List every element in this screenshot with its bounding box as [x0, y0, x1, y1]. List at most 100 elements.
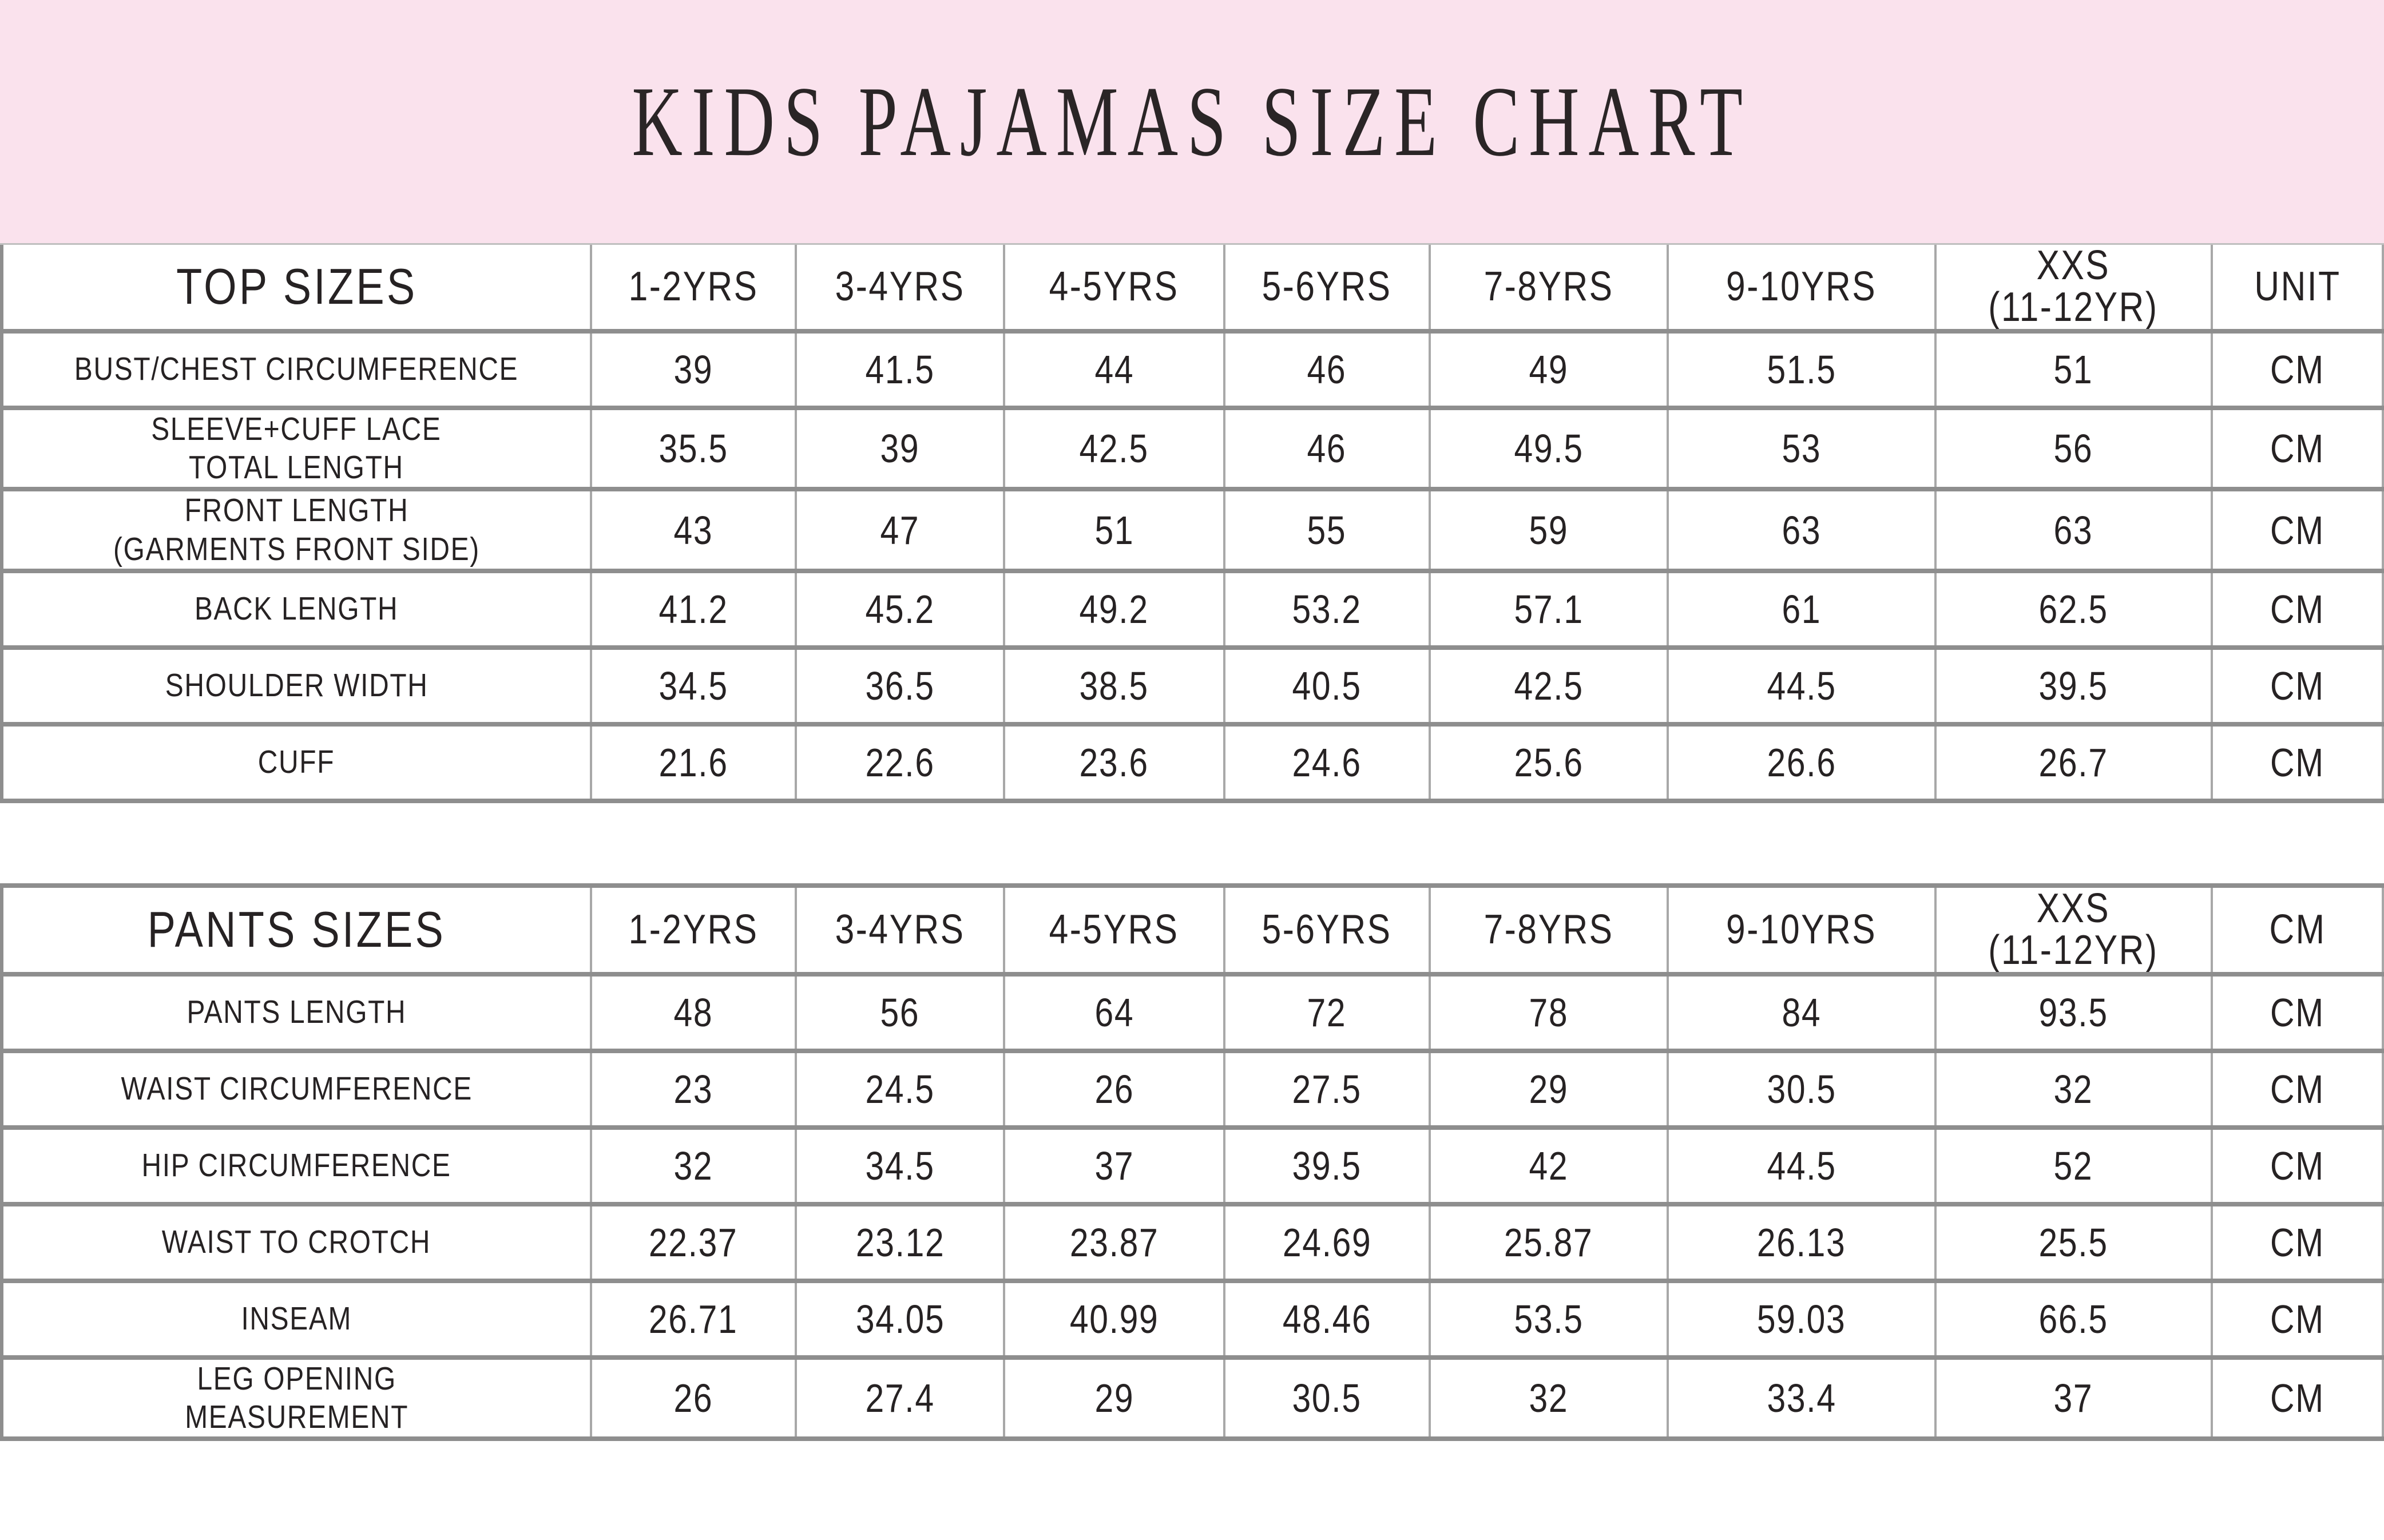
- cell-value-text: CM: [2270, 663, 2325, 708]
- row-label: WAIST CIRCUMFERENCE: [2, 1051, 591, 1128]
- cell-value-text: 62.5: [2038, 586, 2108, 632]
- column-header: 9-10YRS: [1667, 245, 1935, 331]
- column-header: UNIT: [2211, 245, 2383, 331]
- column-header: CM: [2211, 885, 2383, 974]
- cell-value-text: 32: [2053, 1066, 2093, 1112]
- cell-value-text: 56: [880, 990, 920, 1035]
- table-row: FRONT LENGTH (GARMENTS FRONT SIDE) 43 47 51…: [2, 489, 2383, 571]
- column-header: 1-2YRS: [589, 245, 796, 331]
- cell-value: 56: [795, 974, 1005, 1051]
- cell-value-text: 24.5: [865, 1066, 935, 1112]
- top-sizes-table: TOP SIZES 1-2YRS 3-4YRS 4-5YRS 5-6YRS 7-8YRS 9…: [0, 245, 2384, 803]
- cell-value: 39: [589, 331, 796, 408]
- cell-value: 59: [1428, 489, 1668, 571]
- table-row: BACK LENGTH 41.2 45.2 49.2 53.2 57.1 61 62.5 CM: [2, 570, 2383, 648]
- cell-value-text: 37: [2053, 1376, 2093, 1420]
- cell-value: 44.5: [1667, 647, 1935, 724]
- cell-value: 32: [1934, 1050, 2212, 1128]
- cell-value-text: 40.5: [1292, 663, 1362, 708]
- cell-value-text: 26.71: [649, 1296, 738, 1341]
- cell-value-text: 49.2: [1079, 586, 1149, 632]
- section-title: TOP SIZES: [2, 245, 591, 331]
- table-row: WAIST CIRCUMFERENCE 23 24.5 26 27.5 29 30.5 32 C…: [2, 1050, 2383, 1128]
- table-row: BUST/CHEST CIRCUMFERENCE 39 41.5 44 46 49 51.5…: [2, 331, 2383, 408]
- cell-value-text: 64: [1094, 990, 1134, 1035]
- row-label: BACK LENGTH: [2, 571, 591, 648]
- cell-value-text: 23: [673, 1066, 713, 1112]
- cell-value: 52: [1934, 1127, 2212, 1204]
- cell-value: 84: [1667, 974, 1935, 1051]
- cell-value-text: 26.6: [1767, 740, 1836, 785]
- row-label-text: BACK LENGTH: [195, 590, 399, 628]
- cell-value-text: 46: [1307, 347, 1347, 392]
- cell-value: 41.5: [795, 331, 1005, 408]
- cell-value-text: 25.5: [2038, 1220, 2108, 1265]
- cell-value: 48.46: [1223, 1280, 1430, 1358]
- cell-value-text: 26.7: [2038, 740, 2108, 785]
- cell-value-text: 27.4: [865, 1376, 935, 1420]
- cell-value: 32: [589, 1127, 796, 1204]
- cell-value-text: 21.6: [659, 740, 728, 785]
- title-banner: KIDS PAJAMAS SIZE CHART: [0, 0, 2384, 245]
- cell-value: CM: [2211, 1127, 2383, 1204]
- cell-value: 42.5: [1428, 647, 1668, 724]
- row-label: INSEAM: [2, 1281, 591, 1358]
- row-label-text: INSEAM: [241, 1300, 352, 1337]
- cell-value: 38.5: [1003, 647, 1224, 724]
- cell-value-text: 39.5: [2038, 663, 2108, 708]
- column-header-text: 4-5YRS: [1049, 906, 1179, 952]
- cell-value-text: 40.99: [1069, 1296, 1159, 1341]
- column-header: 1-2YRS: [589, 885, 796, 974]
- row-label: PANTS LENGTH: [2, 974, 591, 1051]
- cell-value: 51: [1934, 331, 2212, 408]
- column-header: 7-8YRS: [1428, 245, 1668, 331]
- cell-value: 39.5: [1223, 1127, 1430, 1204]
- cell-value: 25.87: [1428, 1204, 1668, 1281]
- cell-value: 26: [589, 1357, 796, 1439]
- cell-value: 45.2: [795, 570, 1005, 648]
- cell-value: 23.12: [795, 1204, 1005, 1281]
- cell-value: 42.5: [1003, 407, 1224, 490]
- cell-value-text: 56: [2053, 426, 2093, 471]
- cell-value: 34.5: [589, 647, 796, 724]
- cell-value: 40.5: [1223, 647, 1430, 724]
- cell-value: 26.71: [589, 1280, 796, 1358]
- column-header-text: 9-10YRS: [1726, 906, 1877, 952]
- cell-value: 26.7: [1934, 724, 2212, 801]
- cell-value: 22.37: [589, 1204, 796, 1281]
- cell-value: 30.5: [1667, 1050, 1935, 1128]
- table-row: INSEAM 26.71 34.05 40.99 48.46 53.5 59.03 66.5 C…: [2, 1280, 2383, 1358]
- cell-value-text: 43: [673, 507, 713, 553]
- table-row: HIP CIRCUMFERENCE 32 34.5 37 39.5 42 44.5 52 CM: [2, 1127, 2383, 1204]
- cell-value-text: CM: [2270, 347, 2325, 392]
- row-label-text: CUFF: [258, 744, 335, 781]
- column-header-text: XXS (11-12YR): [1988, 245, 2159, 331]
- column-header: XXS (11-12YR): [1934, 245, 2212, 331]
- cell-value-text: 53: [1782, 426, 1822, 471]
- cell-value-text: 39: [673, 347, 713, 392]
- cell-value: CM: [2211, 331, 2383, 408]
- cell-value-text: 48.46: [1282, 1296, 1371, 1341]
- row-label: LEG OPENING MEASUREMENT: [2, 1358, 591, 1439]
- cell-value-text: 42.5: [1079, 426, 1149, 471]
- row-label: BUST/CHEST CIRCUMFERENCE: [2, 331, 591, 408]
- cell-value-text: 25.87: [1504, 1220, 1593, 1265]
- table-row: PANTS LENGTH 48 56 64 72 78 84 93.5 CM: [2, 974, 2383, 1051]
- column-header-text: 7-8YRS: [1483, 906, 1614, 952]
- cell-value: 44: [1003, 331, 1224, 408]
- row-label: CUFF: [2, 724, 591, 801]
- column-header: 4-5YRS: [1003, 245, 1224, 331]
- header-row: PANTS SIZES 1-2YRS 3-4YRS 4-5YRS 5-6YRS 7-8YR…: [2, 885, 2383, 974]
- cell-value-text: 25.6: [1514, 740, 1584, 785]
- cell-value-text: 55: [1307, 507, 1347, 553]
- cell-value-text: 32: [673, 1143, 713, 1188]
- cell-value-text: 39: [880, 426, 920, 471]
- cell-value: 51: [1003, 489, 1224, 571]
- header-row: TOP SIZES 1-2YRS 3-4YRS 4-5YRS 5-6YRS 7-8YRS 9…: [2, 245, 2383, 331]
- cell-value-text: 53.2: [1292, 586, 1362, 632]
- cell-value: 30.5: [1223, 1357, 1430, 1439]
- cell-value: 25.5: [1934, 1204, 2212, 1281]
- cell-value-text: 93.5: [2038, 990, 2108, 1035]
- cell-value-text: 36.5: [865, 663, 935, 708]
